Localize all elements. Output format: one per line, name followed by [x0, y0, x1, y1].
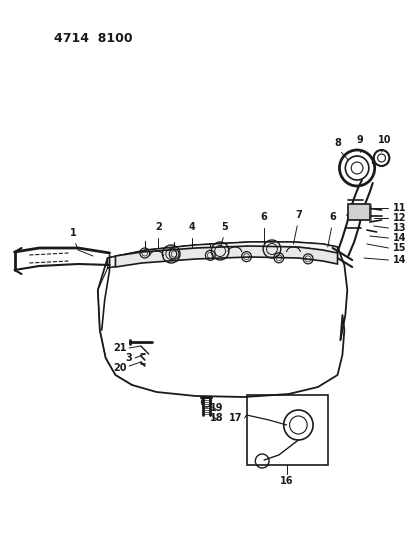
- Text: 4714  8100: 4714 8100: [54, 31, 133, 44]
- Bar: [246, 395, 328, 465]
- Text: 5: 5: [222, 222, 228, 232]
- Text: 2: 2: [155, 222, 162, 232]
- Text: 3: 3: [125, 353, 132, 363]
- Text: 15: 15: [393, 243, 407, 253]
- Polygon shape: [115, 246, 337, 267]
- Text: 18: 18: [211, 413, 224, 423]
- Text: 11: 11: [393, 203, 407, 213]
- Text: 17: 17: [229, 413, 243, 423]
- Text: 12: 12: [393, 213, 407, 223]
- Text: 16: 16: [280, 476, 293, 486]
- Text: 13: 13: [393, 223, 407, 233]
- Text: 14: 14: [393, 255, 407, 265]
- Text: 1: 1: [70, 228, 77, 238]
- Text: 6: 6: [261, 212, 268, 222]
- Text: 19: 19: [211, 403, 224, 413]
- Text: 14: 14: [393, 233, 407, 243]
- Text: 10: 10: [378, 135, 391, 145]
- Text: 21: 21: [114, 343, 127, 353]
- Text: 6: 6: [329, 212, 336, 222]
- Text: 7: 7: [295, 210, 302, 220]
- Polygon shape: [108, 242, 337, 268]
- Text: 8: 8: [334, 138, 341, 148]
- FancyBboxPatch shape: [348, 204, 370, 220]
- Text: 9: 9: [357, 135, 364, 145]
- Text: 20: 20: [114, 363, 127, 373]
- Text: 4: 4: [188, 222, 195, 232]
